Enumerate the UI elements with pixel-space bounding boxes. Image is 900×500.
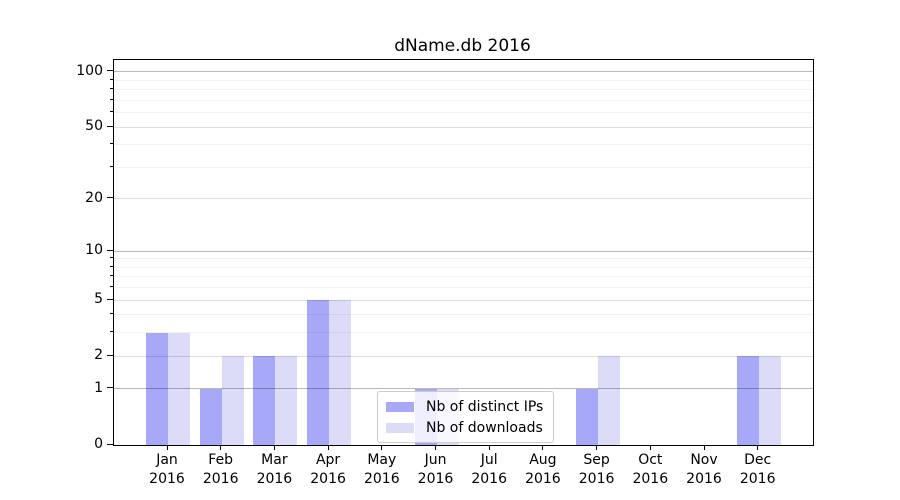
x-tick-apr (327, 445, 329, 450)
y-minor-tick-60 (110, 111, 113, 113)
gridline-y-90 (114, 79, 813, 81)
x-tick-label-may: May 2016 (363, 452, 400, 487)
x-tick-nov (703, 445, 705, 450)
x-tick-dec (757, 445, 759, 450)
y-minor-tick-90 (110, 78, 113, 80)
gridline-y-10 (114, 250, 813, 252)
gridline-y-9 (114, 258, 813, 260)
y-tick-label-50: 50 (85, 118, 103, 135)
x-tick-label-mar: Mar 2016 (256, 452, 293, 487)
gridline-y-100 (114, 71, 813, 73)
y-minor-tick-7 (110, 275, 113, 277)
legend-entry-distinct-ips: Nb of distinct IPs (386, 396, 543, 417)
gridline-y-30 (114, 166, 813, 168)
gridline-y-50 (114, 126, 813, 128)
x-tick-label-nov: Nov 2016 (686, 452, 722, 487)
chart-title: dName.db 2016 (394, 36, 531, 56)
y-tick-label-20: 20 (85, 189, 103, 206)
x-tick-sep (596, 445, 598, 450)
y-minor-tick-30 (110, 165, 113, 167)
y-tick-label-5: 5 (94, 291, 103, 308)
gridline-y-6 (114, 287, 813, 289)
y-tick-label-1: 1 (94, 379, 103, 396)
y-tick-100 (107, 70, 113, 72)
x-tick-label-apr: Apr 2016 (310, 452, 346, 487)
y-tick-10 (107, 249, 113, 251)
bar-distinct-ips-feb (199, 389, 222, 445)
y-tick-label-10: 10 (85, 242, 103, 259)
gridline-y-3 (114, 332, 813, 334)
legend-swatch-distinct-ips (386, 401, 414, 412)
gridline-y-60 (114, 112, 813, 114)
x-tick-label-sep: Sep 2016 (578, 452, 615, 487)
x-tick-may (381, 445, 383, 450)
gridline-y-1 (114, 388, 813, 390)
y-tick-50 (107, 125, 113, 127)
x-tick-oct (649, 445, 651, 450)
y-tick-0 (107, 443, 113, 445)
bar-distinct-ips-dec (736, 356, 759, 445)
x-tick-jul (488, 445, 490, 450)
y-minor-tick-3 (110, 331, 113, 333)
x-tick-jan (166, 445, 168, 450)
y-minor-tick-8 (110, 265, 113, 267)
y-tick-label-2: 2 (94, 347, 103, 364)
bar-distinct-ips-sep (575, 389, 598, 445)
y-tick-5 (107, 298, 113, 300)
y-minor-tick-4 (110, 313, 113, 315)
bar-distinct-ips-mar (253, 356, 276, 445)
gridline-y-2 (114, 355, 813, 357)
x-tick-label-oct: Oct 2016 (632, 452, 669, 487)
legend-swatch-downloads (386, 422, 414, 433)
x-tick-jun (435, 445, 436, 450)
y-tick-1 (107, 387, 113, 389)
x-tick-label-feb: Feb 2016 (202, 452, 239, 487)
legend-label-distinct-ips: Nb of distinct IPs (426, 398, 544, 415)
gridline-y-80 (114, 89, 813, 91)
gridline-y-7 (114, 276, 813, 278)
bar-distinct-ips-apr (307, 300, 330, 445)
y-minor-tick-40 (110, 143, 113, 145)
x-tick-aug (542, 445, 544, 450)
y-tick-20 (107, 197, 113, 199)
x-tick-label-dec: Dec 2016 (739, 452, 776, 487)
bar-distinct-ips-jan (146, 332, 168, 445)
y-minor-tick-9 (110, 257, 113, 259)
bar-downloads-mar (275, 356, 298, 445)
y-minor-tick-6 (110, 286, 113, 288)
gridline-y-20 (114, 198, 813, 200)
bar-downloads-feb (221, 356, 244, 445)
legend: Nb of distinct IPs Nb of downloads (377, 391, 555, 443)
x-tick-mar (273, 445, 275, 450)
x-tick-feb (220, 445, 222, 450)
gridline-y-40 (114, 144, 813, 146)
y-tick-label-100: 100 (76, 62, 103, 79)
bar-downloads-dec (758, 356, 781, 445)
bar-downloads-jan (168, 332, 190, 445)
x-tick-label-jul: Jul 2016 (471, 452, 507, 487)
x-tick-label-jan: Jan 2016 (149, 452, 185, 487)
y-minor-tick-70 (110, 98, 113, 100)
x-tick-label-aug: Aug 2016 (525, 452, 561, 487)
bar-downloads-apr (329, 300, 352, 445)
legend-label-downloads: Nb of downloads (426, 419, 543, 436)
y-tick-label-0: 0 (94, 436, 103, 452)
bar-downloads-sep (597, 356, 620, 445)
gridline-y-70 (114, 99, 813, 101)
legend-entry-downloads: Nb of downloads (386, 417, 543, 438)
gridline-y-4 (114, 314, 813, 316)
y-minor-tick-80 (110, 88, 113, 90)
x-tick-label-jun: Jun 2016 (417, 452, 454, 487)
gridline-y-5 (114, 299, 813, 301)
plot-area (113, 59, 814, 446)
gridline-y-8 (114, 266, 813, 268)
y-tick-2 (107, 354, 113, 356)
